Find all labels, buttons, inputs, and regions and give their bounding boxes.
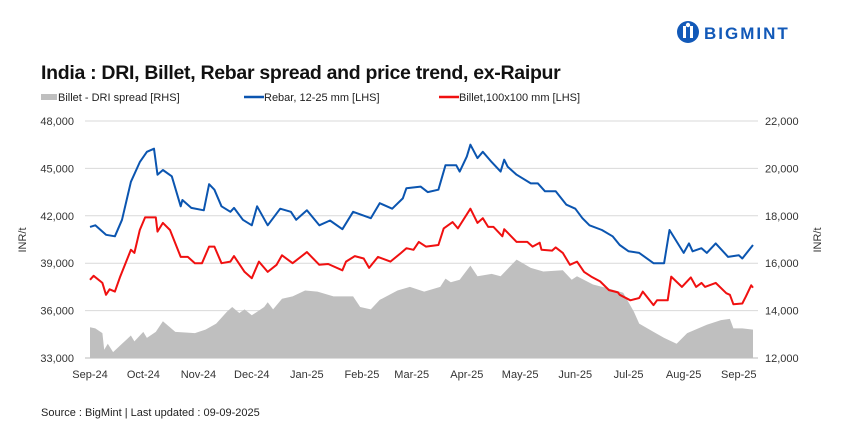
x-tick-label: Jun-25	[558, 369, 592, 381]
x-tick-label: Mar-25	[394, 369, 429, 381]
y-right-tick-label: 12,000	[765, 353, 799, 365]
legend-swatch-spread	[41, 94, 57, 100]
chart-title: India : DRI, Billet, Rebar spread and pr…	[41, 62, 561, 84]
spread-area	[90, 259, 753, 358]
y-left-tick-label: 39,000	[40, 258, 74, 270]
y-axis-right: 22,000 20,000 18,000 16,000 14,000 12,000	[765, 116, 799, 365]
series-rebar	[89, 143, 754, 265]
x-tick-label: Oct-24	[127, 369, 160, 381]
series-spread	[90, 259, 753, 358]
y-right-tick-label: 16,000	[765, 258, 799, 270]
legend-label-spread: Billet - DRI spread [RHS]	[58, 92, 180, 104]
x-axis: Sep-24 Oct-24 Nov-24 Dec-24 Jan-25 Feb-25 Mar-…	[72, 369, 756, 381]
y-left-tick-label: 48,000	[40, 116, 74, 128]
x-tick-label: Jul-25	[614, 369, 644, 381]
x-tick-label: Aug-25	[666, 369, 701, 381]
legend-label-billet: Billet,100x100 mm [LHS]	[459, 92, 580, 104]
x-tick-label: Dec-24	[234, 369, 269, 381]
x-tick-label: Jan-25	[290, 369, 324, 381]
x-tick-label: May-25	[502, 369, 539, 381]
x-tick-label: Nov-24	[181, 369, 216, 381]
y-right-tick-label: 22,000	[765, 116, 799, 128]
y-right-tick-label: 18,000	[765, 211, 799, 223]
x-tick-label: Feb-25	[345, 369, 380, 381]
y-axis-right-label: INR/t	[812, 227, 824, 252]
y-left-tick-label: 42,000	[40, 211, 74, 223]
x-tick-label: Sep-24	[72, 369, 107, 381]
x-tick-label: Sep-25	[721, 369, 756, 381]
bigmint-logo-text: BIGMINT	[704, 24, 790, 43]
series-layer	[89, 143, 754, 358]
legend-label-rebar: Rebar, 12-25 mm [LHS]	[264, 92, 380, 104]
y-axis-left-label: INR/t	[17, 227, 29, 252]
y-left-tick-label: 36,000	[40, 306, 74, 318]
legend: Billet - DRI spread [RHS] Rebar, 12-25 m…	[41, 92, 580, 104]
y-left-tick-label: 33,000	[40, 353, 74, 365]
source-note: Source : BigMint | Last updated : 09-09-…	[41, 407, 260, 419]
bigmint-logo: BIGMINT	[677, 21, 790, 43]
y-right-tick-label: 14,000	[765, 306, 799, 318]
rebar-line	[89, 143, 754, 265]
x-tick-label: Apr-25	[450, 369, 483, 381]
y-left-tick-label: 45,000	[40, 163, 74, 175]
series-billet	[89, 207, 754, 307]
bigmint-logo-icon	[677, 21, 699, 43]
y-right-tick-label: 20,000	[765, 163, 799, 175]
y-axis-left: 48,000 45,000 42,000 39,000 36,000 33,000	[40, 116, 74, 365]
billet-line	[89, 207, 754, 307]
